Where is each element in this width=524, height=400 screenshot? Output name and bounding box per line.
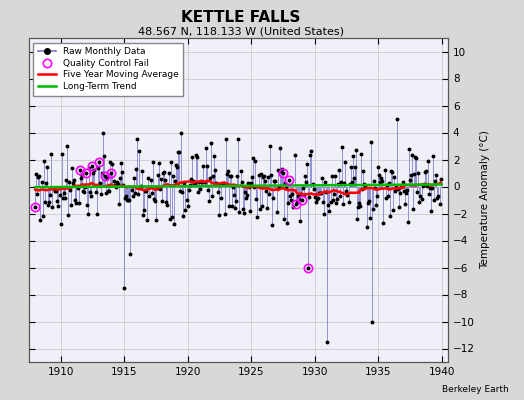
Text: 48.567 N, 118.133 W (United States): 48.567 N, 118.133 W (United States): [138, 26, 344, 36]
Text: KETTLE FALLS: KETTLE FALLS: [181, 10, 301, 25]
Y-axis label: Temperature Anomaly (°C): Temperature Anomaly (°C): [481, 130, 490, 270]
Legend: Raw Monthly Data, Quality Control Fail, Five Year Moving Average, Long-Term Tren: Raw Monthly Data, Quality Control Fail, …: [34, 42, 183, 96]
Text: Berkeley Earth: Berkeley Earth: [442, 385, 508, 394]
